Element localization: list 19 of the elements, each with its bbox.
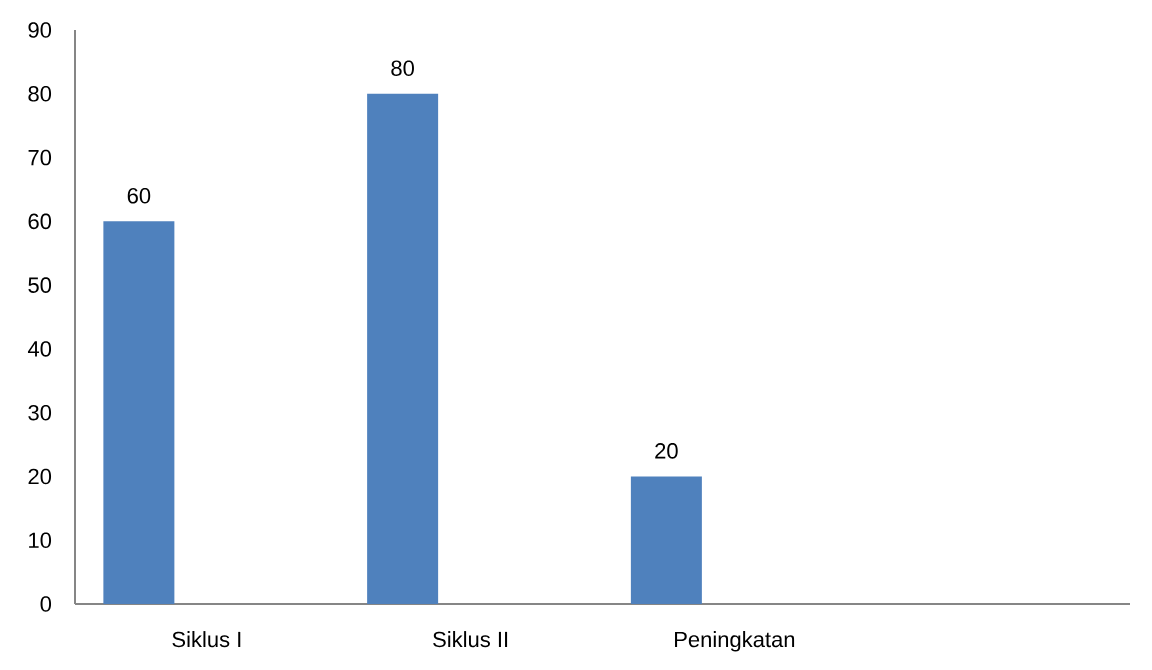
- bar: [103, 221, 175, 604]
- data-label: 20: [655, 443, 678, 459]
- y-tick-label: 60: [28, 213, 52, 230]
- bar: [630, 476, 702, 604]
- bar: [367, 93, 439, 604]
- y-tick-label: 70: [28, 149, 52, 166]
- y-tick-label: 30: [28, 404, 52, 421]
- data-label: 80: [391, 60, 414, 77]
- y-tick-label: 20: [28, 468, 52, 485]
- x-tick-label: Peningkatan: [675, 631, 795, 652]
- y-tick-label: 0: [40, 596, 52, 612]
- y-tick-label: 50: [28, 277, 52, 293]
- x-tick-label: Siklus I: [172, 631, 241, 648]
- x-tick-label: Siklus II: [433, 631, 508, 648]
- y-tick-label: 10: [29, 532, 52, 549]
- y-tick-label: 40: [27, 341, 52, 357]
- y-tick-label: 80: [28, 86, 52, 102]
- data-label: 60: [127, 188, 151, 204]
- y-tick-label: 90: [28, 22, 52, 38]
